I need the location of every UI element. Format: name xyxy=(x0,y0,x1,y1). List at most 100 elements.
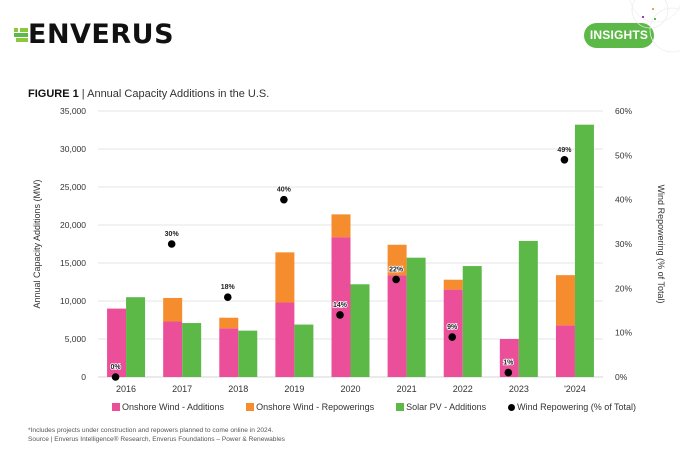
bar-wind-additions xyxy=(163,321,183,377)
x-tick-label: 2021 xyxy=(397,384,417,394)
point-label: 49% xyxy=(557,147,572,154)
bar-wind-repowerings xyxy=(219,317,239,329)
y2-axis-ticks: 0% 10% 20% 30% 40% 50% 60% xyxy=(615,106,632,382)
footnote-line: *Includes projects under construction an… xyxy=(28,427,274,434)
y-tick-label: 30,000 xyxy=(60,144,86,154)
point-label: 0% xyxy=(110,364,121,371)
legend-label: Onshore Wind - Additions xyxy=(122,402,225,412)
y-axis-ticks: 0 5,000 10,000 15,000 20,000 25,000 30,000 35,0… xyxy=(60,106,86,382)
bar-solar-additions xyxy=(182,323,202,377)
footnote: *Includes projects under construction an… xyxy=(28,426,285,444)
bar-wind-additions xyxy=(219,328,239,377)
legend-item-wind-additions: Onshore Wind - Additions xyxy=(112,402,224,412)
y2-tick-label: 20% xyxy=(615,283,632,293)
y2-tick-label: 0% xyxy=(615,372,628,382)
enverus-logo: ENVERUS xyxy=(14,19,175,50)
bar-wind-additions xyxy=(499,339,519,377)
x-tick-label: 2016 xyxy=(116,384,136,394)
x-tick-label: '2024 xyxy=(564,384,586,394)
y2-tick-label: 60% xyxy=(615,106,632,116)
y-tick-label: 20,000 xyxy=(60,220,86,230)
decorative-circles-icon xyxy=(629,0,680,53)
y2-tick-label: 30% xyxy=(615,239,632,249)
source-line: Source | Enverus Intelligence® Research,… xyxy=(28,436,285,443)
legend-label: Solar PV - Additions xyxy=(406,402,487,412)
x-tick-label: 2020 xyxy=(340,384,360,394)
point-label: 30% xyxy=(165,231,180,238)
point-repowering-pct xyxy=(392,275,400,284)
x-tick-label: 2018 xyxy=(228,384,248,394)
y-axis-label: Annual Capacity Additions (MW) xyxy=(32,179,42,308)
point-repowering-pct xyxy=(280,195,288,204)
x-tick-label: 2017 xyxy=(172,384,192,394)
insights-badge[interactable]: INSIGHTS xyxy=(584,23,654,48)
bar-wind-additions xyxy=(443,289,463,377)
point-repowering-pct xyxy=(448,333,457,341)
bar-wind-additions xyxy=(107,308,127,377)
y-tick-label: 10,000 xyxy=(60,296,86,306)
legend-item-solar-additions: Solar PV - Additions xyxy=(396,402,486,412)
bar-solar-additions xyxy=(574,124,594,378)
point-repowering-pct xyxy=(336,311,344,319)
point-label: 18% xyxy=(221,284,236,291)
bar-wind-additions xyxy=(331,237,351,377)
point-repowering-pct xyxy=(560,155,569,164)
bar-wind-repowerings xyxy=(275,252,295,303)
bar-wind-additions xyxy=(275,302,295,377)
bar-solar-additions xyxy=(238,330,258,377)
point-repowering-pct xyxy=(223,293,232,302)
legend-label: Wind Repowering (% of Total) xyxy=(517,402,637,412)
bar-solar-additions xyxy=(126,297,146,377)
point-label: 22% xyxy=(389,266,404,273)
y2-tick-label: 10% xyxy=(615,328,632,338)
bar-wind-repowerings xyxy=(331,214,351,238)
legend-swatch-pink xyxy=(112,403,120,411)
y-tick-label: 5,000 xyxy=(65,334,87,344)
chart-legend: Onshore Wind - Additions Onshore Wind - … xyxy=(112,402,636,412)
legend-swatch-green xyxy=(396,403,405,411)
logo-text: ENVERUS xyxy=(28,19,175,50)
bar-wind-additions xyxy=(555,325,575,377)
y-tick-label: 25,000 xyxy=(60,182,86,192)
bar-solar-additions xyxy=(294,324,314,377)
x-tick-label: 2023 xyxy=(509,384,529,394)
point-repowering-pct xyxy=(111,373,120,381)
figure-label: FIGURE 1 xyxy=(28,88,79,100)
bar-wind-repowerings xyxy=(163,297,183,322)
logo-mark-icon xyxy=(14,22,28,48)
bar-solar-additions xyxy=(406,257,426,377)
y-tick-label: 0 xyxy=(81,372,86,382)
point-repowering-pct xyxy=(504,368,513,377)
y2-tick-label: 50% xyxy=(615,150,632,160)
bars xyxy=(107,124,594,378)
bar-wind-additions xyxy=(387,275,407,377)
legend-item-repowering-pct: Wind Repowering (% of Total) xyxy=(508,402,636,412)
y2-axis-label: Wind Repowering (% of Total) xyxy=(656,185,666,304)
legend-label: Onshore Wind - Repowerings xyxy=(256,402,375,412)
bar-solar-additions xyxy=(518,240,538,377)
y-tick-label: 15,000 xyxy=(60,258,86,268)
legend-item-wind-repowerings: Onshore Wind - Repowerings xyxy=(246,402,374,412)
point-label: 40% xyxy=(277,187,292,194)
bar-wind-repowerings xyxy=(555,275,575,326)
bar-solar-additions xyxy=(462,266,482,377)
point-repowering-pct xyxy=(167,240,176,248)
figure-title-text: Annual Capacity Additions in the U.S. xyxy=(87,88,270,100)
figure-title: FIGURE 1 | Annual Capacity Additions in … xyxy=(28,88,269,100)
figure-separator: | xyxy=(78,88,88,100)
legend-swatch-dot xyxy=(508,403,516,411)
point-label: 1% xyxy=(503,360,514,367)
legend-swatch-orange xyxy=(246,403,255,411)
bar-wind-repowerings xyxy=(443,279,463,290)
point-label: 14% xyxy=(333,302,348,309)
point-label: 9% xyxy=(447,324,458,331)
bar-solar-additions xyxy=(350,284,370,377)
x-tick-label: 2022 xyxy=(453,384,473,394)
x-tick-label: 2019 xyxy=(284,384,304,394)
scatter-points: 0% 30% 18% 40% 14% 22% 9% 1% 49% xyxy=(110,146,573,381)
y2-tick-label: 40% xyxy=(615,195,632,205)
y-tick-label: 35,000 xyxy=(60,106,86,116)
bar-wind-repowerings xyxy=(387,244,407,276)
x-axis-ticks: 2016 2017 2018 2019 2020 2021 2022 2023 '2024 xyxy=(116,384,586,394)
